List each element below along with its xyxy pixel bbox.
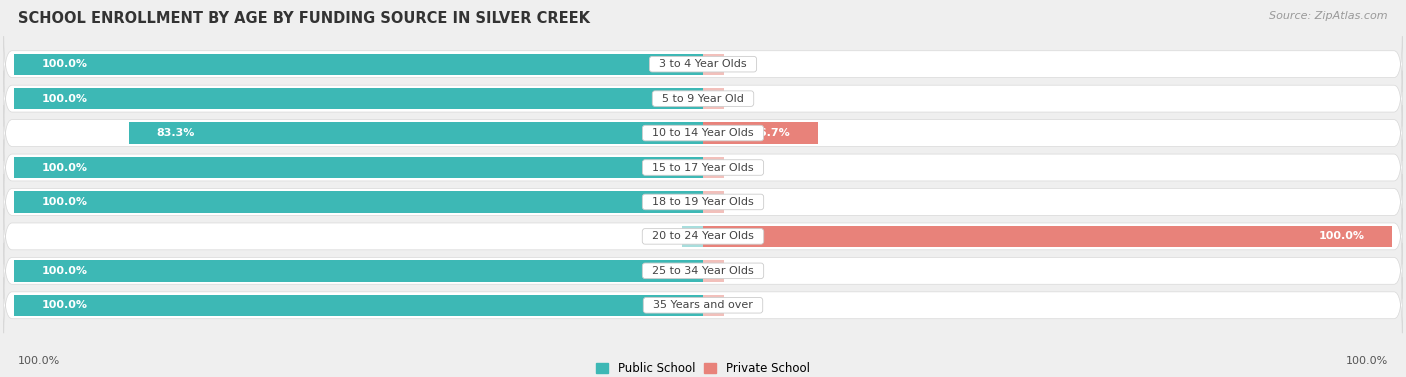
- Bar: [703, 123, 818, 144]
- Text: 16.7%: 16.7%: [752, 128, 790, 138]
- FancyBboxPatch shape: [4, 174, 1402, 230]
- Text: 15 to 17 Year Olds: 15 to 17 Year Olds: [645, 162, 761, 173]
- Bar: [14, 88, 703, 109]
- Text: 0.0%: 0.0%: [658, 231, 689, 241]
- Bar: [129, 123, 703, 144]
- FancyBboxPatch shape: [4, 243, 1402, 299]
- FancyBboxPatch shape: [4, 277, 1402, 333]
- Text: 100.0%: 100.0%: [1319, 231, 1364, 241]
- FancyBboxPatch shape: [4, 71, 1402, 127]
- FancyBboxPatch shape: [4, 36, 1402, 92]
- Text: 20 to 24 Year Olds: 20 to 24 Year Olds: [645, 231, 761, 241]
- Text: Source: ZipAtlas.com: Source: ZipAtlas.com: [1270, 11, 1388, 21]
- Bar: [703, 294, 724, 316]
- Text: 5 to 9 Year Old: 5 to 9 Year Old: [655, 93, 751, 104]
- Text: 25 to 34 Year Olds: 25 to 34 Year Olds: [645, 266, 761, 276]
- Bar: [703, 157, 724, 178]
- Text: 18 to 19 Year Olds: 18 to 19 Year Olds: [645, 197, 761, 207]
- Bar: [14, 157, 703, 178]
- Text: SCHOOL ENROLLMENT BY AGE BY FUNDING SOURCE IN SILVER CREEK: SCHOOL ENROLLMENT BY AGE BY FUNDING SOUR…: [18, 11, 591, 26]
- FancyBboxPatch shape: [4, 208, 1402, 264]
- Bar: [14, 260, 703, 282]
- Text: 35 Years and over: 35 Years and over: [647, 300, 759, 310]
- Bar: [703, 54, 724, 75]
- Bar: [682, 226, 703, 247]
- Legend: Public School, Private School: Public School, Private School: [592, 357, 814, 377]
- Text: 100.0%: 100.0%: [42, 162, 87, 173]
- Text: 100.0%: 100.0%: [42, 93, 87, 104]
- Text: 0.0%: 0.0%: [717, 59, 748, 69]
- FancyBboxPatch shape: [4, 139, 1402, 195]
- Text: 0.0%: 0.0%: [717, 197, 748, 207]
- Text: 0.0%: 0.0%: [717, 266, 748, 276]
- Text: 100.0%: 100.0%: [18, 356, 60, 366]
- Text: 0.0%: 0.0%: [717, 300, 748, 310]
- Text: 100.0%: 100.0%: [42, 300, 87, 310]
- Bar: [703, 191, 724, 213]
- Text: 100.0%: 100.0%: [1346, 356, 1388, 366]
- Bar: [14, 191, 703, 213]
- Text: 83.3%: 83.3%: [156, 128, 195, 138]
- Text: 3 to 4 Year Olds: 3 to 4 Year Olds: [652, 59, 754, 69]
- Text: 10 to 14 Year Olds: 10 to 14 Year Olds: [645, 128, 761, 138]
- Text: 100.0%: 100.0%: [42, 266, 87, 276]
- Bar: [14, 294, 703, 316]
- Text: 100.0%: 100.0%: [42, 59, 87, 69]
- Bar: [14, 54, 703, 75]
- FancyBboxPatch shape: [4, 105, 1402, 161]
- Text: 100.0%: 100.0%: [42, 197, 87, 207]
- Text: 0.0%: 0.0%: [717, 93, 748, 104]
- Text: 0.0%: 0.0%: [717, 162, 748, 173]
- Bar: [703, 226, 1392, 247]
- Bar: [703, 260, 724, 282]
- Bar: [703, 88, 724, 109]
